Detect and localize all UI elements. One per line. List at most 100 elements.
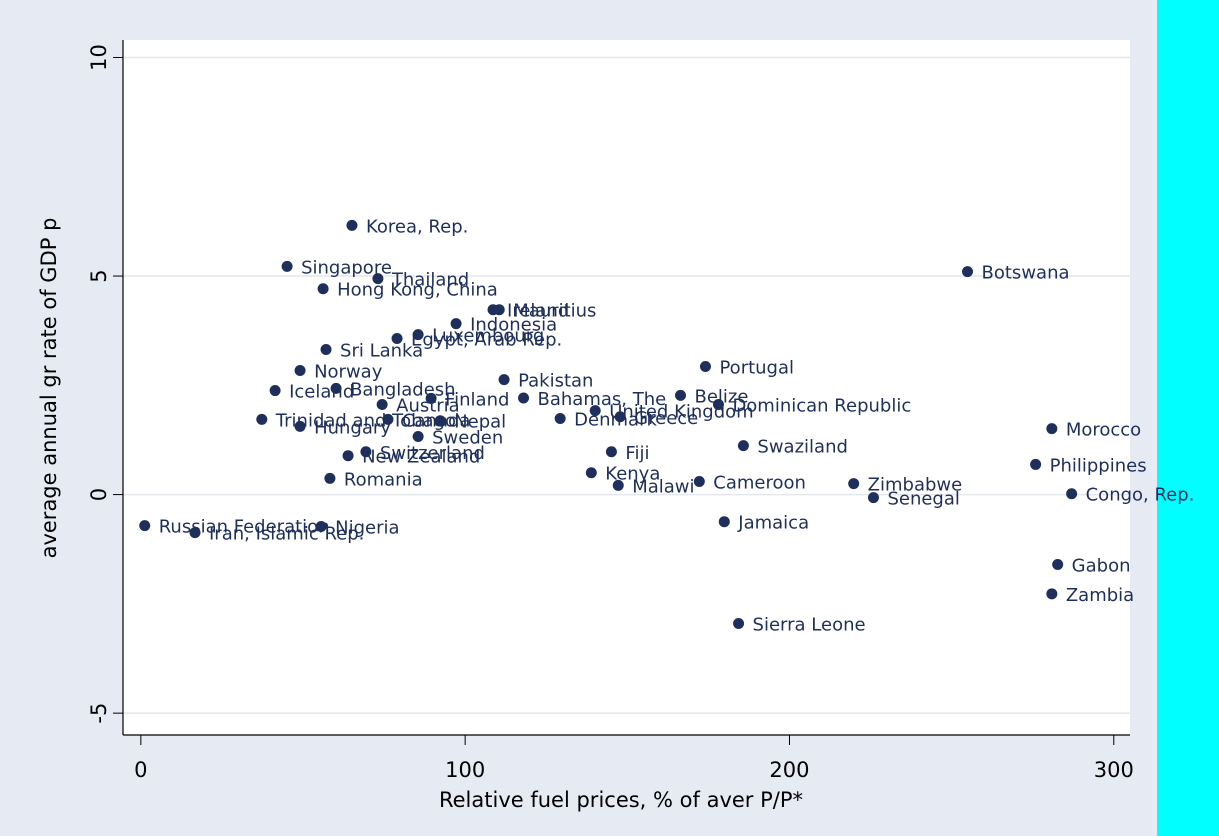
point-label: Korea, Rep. <box>366 216 468 237</box>
point <box>324 472 336 484</box>
point-label: Gabon <box>1072 556 1131 577</box>
point <box>372 273 384 285</box>
point <box>498 374 510 386</box>
point <box>554 413 566 425</box>
point-label: Zimbabwe <box>868 475 963 496</box>
point-label: Fiji <box>625 443 649 464</box>
point-label: Singapore <box>301 257 392 278</box>
point <box>1066 488 1078 500</box>
y-tick-label: -5 <box>87 703 111 724</box>
point <box>139 520 151 532</box>
point <box>412 329 424 341</box>
point <box>1052 559 1064 571</box>
point <box>294 364 306 376</box>
point-label: Denmark <box>574 410 657 431</box>
y-tick-label: 10 <box>87 44 111 71</box>
point-label: Austria <box>396 396 460 417</box>
point <box>382 413 394 425</box>
point-label: Romania <box>344 469 423 490</box>
point <box>269 385 281 397</box>
point <box>412 430 424 442</box>
point <box>317 283 329 295</box>
point-label: United Kingdom <box>609 402 753 423</box>
point-label: Sierra Leone <box>753 615 866 636</box>
point-label: Congo, Rep. <box>1086 485 1195 506</box>
point <box>189 527 201 539</box>
point-label: Bahamas, The <box>538 389 667 410</box>
point-label: Switzerland <box>380 443 485 464</box>
point <box>848 478 860 490</box>
point <box>718 516 730 528</box>
point-label: Norway <box>314 361 383 382</box>
point-label: Mauritius <box>513 301 596 322</box>
point <box>614 411 626 423</box>
point-label: Kenya <box>605 464 660 485</box>
point-label: Greece <box>634 408 698 429</box>
point-label: Belize <box>694 386 748 407</box>
point <box>518 392 530 404</box>
point-label: Pakistan <box>518 371 593 392</box>
point-label: Malawi <box>632 476 694 497</box>
x-tick-label: 100 <box>445 758 485 782</box>
point-label: Sweden <box>432 427 503 448</box>
point <box>699 361 711 373</box>
point <box>342 450 354 462</box>
point <box>693 475 705 487</box>
y-tick-label: 5 <box>87 269 111 282</box>
point <box>737 440 749 452</box>
point <box>346 219 358 231</box>
point <box>493 304 505 316</box>
point-label: Indonesia <box>470 315 557 336</box>
point <box>867 492 879 504</box>
y-axis-label: average annual gr rate of GDP p <box>37 218 61 559</box>
x-tick-label: 200 <box>769 758 809 782</box>
point-label: Finland <box>445 389 509 410</box>
point-label: Morocco <box>1066 420 1141 441</box>
point <box>962 266 974 278</box>
point <box>360 446 372 458</box>
point <box>315 521 327 532</box>
point-label: Portugal <box>719 358 794 379</box>
point-label: Egypt, Arab Rep. <box>411 330 562 351</box>
point <box>585 467 597 479</box>
point <box>589 405 601 417</box>
point <box>425 392 437 404</box>
point-label: Cameroon <box>713 472 806 493</box>
point <box>434 415 446 427</box>
point-label: Hong Kong, China <box>337 280 498 301</box>
point-label: Trinidad and Tobago <box>275 410 456 431</box>
point <box>330 382 342 394</box>
point-label: Sri Lanka <box>340 340 423 361</box>
point-label: Swaziland <box>757 437 848 458</box>
point-label: Hungary <box>314 417 391 438</box>
point-label: Thailand <box>391 270 469 291</box>
grid <box>123 56 1130 714</box>
point-label: New Zealand <box>362 447 480 468</box>
point-label: Nepal <box>454 412 506 433</box>
point-label: Dominican Republic <box>732 396 911 417</box>
point-label: Ireland <box>507 301 569 322</box>
point <box>320 343 332 355</box>
point-label: Russian Federation <box>159 517 330 538</box>
point-label: Luxembourg <box>432 326 544 347</box>
point <box>391 333 403 345</box>
point-label: Iceland <box>289 382 354 403</box>
plot-area <box>123 40 1130 735</box>
point <box>376 399 388 411</box>
side-strip <box>1157 0 1219 836</box>
point <box>1046 423 1058 435</box>
point <box>712 399 724 411</box>
point <box>612 479 624 491</box>
point-label: Zambia <box>1066 585 1134 606</box>
point-label: Iran, Islamic Rep. <box>209 524 364 545</box>
point <box>733 618 745 630</box>
point <box>674 389 686 401</box>
point-label: Nigeria <box>335 518 399 539</box>
point <box>281 260 293 272</box>
point-label: Botswana <box>982 263 1070 284</box>
point <box>450 318 462 330</box>
point-label: Senegal <box>887 489 959 510</box>
x-axis-label: Relative fuel prices, % of aver P/P* <box>439 788 803 812</box>
point-label: Philippines <box>1050 455 1147 476</box>
